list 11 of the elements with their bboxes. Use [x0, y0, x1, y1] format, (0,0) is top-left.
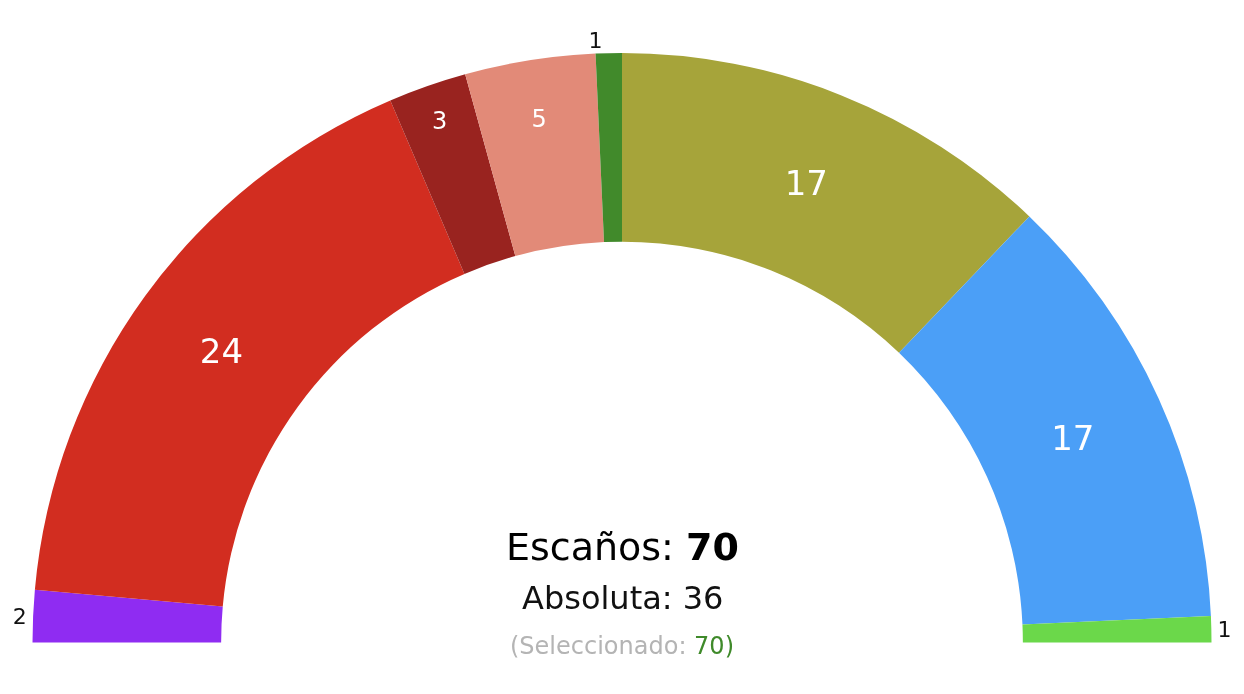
data-label: 1 [1217, 616, 1232, 642]
text: Escaños: 70 [506, 525, 739, 569]
data-label: 2 [12, 603, 27, 629]
data-label: 17 [784, 162, 828, 203]
data-label: 24 [199, 331, 244, 372]
data-label: 5 [531, 104, 547, 133]
data-label: 17 [1051, 417, 1095, 458]
text: Absoluta: 36 [522, 579, 724, 617]
data-label: 1 [588, 28, 603, 54]
text: (Seleccionado: 70) [510, 632, 734, 660]
data-label: 3 [431, 107, 448, 136]
